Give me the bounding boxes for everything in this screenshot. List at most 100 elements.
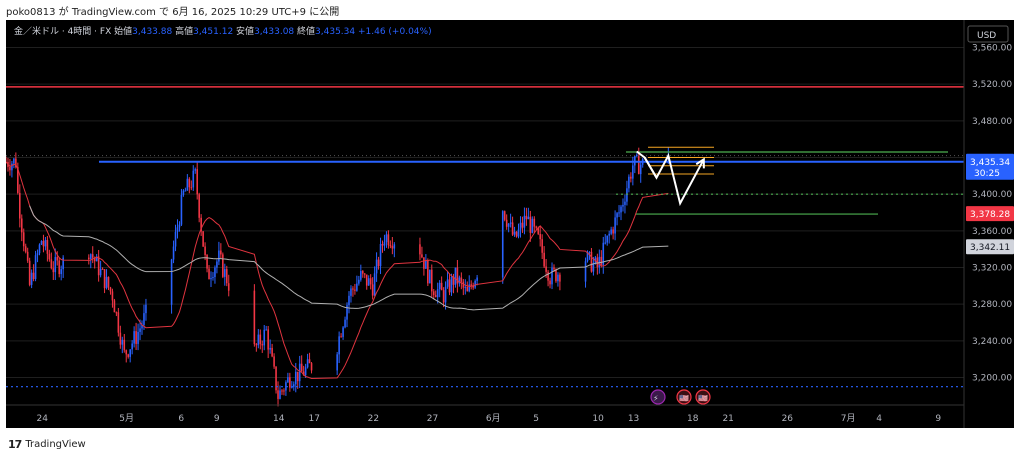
candle-body [210, 278, 212, 280]
candle-body [115, 312, 118, 314]
candle-body [285, 382, 287, 391]
candle-body [381, 244, 384, 246]
candle-body [375, 259, 378, 274]
projection-start [636, 150, 658, 179]
candle-body [302, 371, 305, 376]
candle-body [626, 188, 628, 202]
x-tick-label: 17 [309, 414, 320, 424]
candle-body [468, 284, 471, 292]
candle-body [336, 354, 338, 371]
candle-body [624, 201, 626, 205]
candle-body [22, 232, 25, 247]
current-price-tag-countdown: 30:25 [974, 169, 1000, 179]
candle-body [454, 267, 457, 285]
candle-body [513, 231, 516, 235]
candle-body [545, 266, 547, 272]
candle-body [139, 328, 141, 332]
candle-body [40, 241, 43, 245]
candle-body [427, 260, 429, 284]
candle-body [356, 283, 358, 291]
candle-body [632, 165, 634, 179]
candle-body [198, 194, 200, 218]
candle-body [515, 231, 518, 237]
candle-body [145, 304, 147, 314]
candle-body [131, 343, 133, 350]
event-icon: 🇺🇸 [698, 394, 708, 403]
candle-body [423, 257, 425, 269]
candle-body [54, 257, 57, 273]
candle-body [300, 363, 303, 372]
candle-body [537, 227, 540, 234]
y-tick-label: 3,520.00 [972, 80, 1012, 90]
legend-part: 安値 [236, 25, 254, 37]
candle-body [450, 276, 453, 293]
candle-body [425, 260, 427, 269]
legend-part: 3,433.08 [254, 27, 297, 37]
candle-body [442, 290, 445, 303]
candle-body [202, 231, 204, 247]
candle-body [17, 167, 19, 193]
candle-body [379, 244, 382, 267]
currency-label: USD [977, 31, 996, 41]
candle-body [304, 367, 307, 376]
candle-body [200, 217, 202, 232]
candle-body [127, 354, 130, 357]
x-tick-label: 5 [533, 414, 539, 424]
candle-body [557, 274, 559, 282]
candle-body [206, 254, 208, 269]
candle-body [529, 216, 532, 233]
legend-part: 始値 [114, 25, 132, 37]
candle-body [13, 158, 15, 164]
current-price-tag-bg [966, 153, 1014, 180]
candle-body [430, 269, 433, 292]
legend-part: +1.46 (+0.04%) [358, 27, 432, 37]
candle-body [15, 158, 17, 168]
candle-body [56, 257, 59, 261]
candle-body [172, 246, 175, 260]
candle-body [365, 274, 368, 286]
x-tick-label: 22 [368, 414, 379, 424]
price-chart[interactable]: ⚡ 🇺🇸 🇺🇸 USD 3,200.00 3,240.00 3,280.00 3,320.00… [6, 20, 1014, 428]
candle-body [421, 254, 423, 258]
candle-body [346, 305, 348, 320]
candle-body [432, 291, 435, 296]
candle-body [170, 259, 173, 305]
candle-body [277, 390, 279, 399]
candle-body [519, 222, 522, 230]
candle-body [121, 339, 124, 345]
legend-part: 3,435.34 [315, 27, 358, 37]
candle-body [438, 282, 441, 290]
candle-body [117, 312, 120, 333]
candle-body [261, 344, 264, 346]
x-tick-label: 7月 [841, 413, 856, 424]
candle-body [616, 213, 618, 218]
candle-body [95, 256, 98, 262]
candle-body [387, 234, 390, 246]
candle-body [62, 257, 64, 270]
y-tick-label: 3,400.00 [972, 190, 1012, 200]
candle-body [539, 233, 541, 240]
candle-body [383, 242, 386, 246]
candle-body [180, 194, 183, 225]
candle-body [227, 283, 230, 291]
candle-body [559, 274, 561, 282]
publish-caption: poko0813 が TradingView.com で 6月 16, 2025… [6, 7, 340, 18]
candle-body [340, 336, 342, 338]
candle-body [30, 272, 33, 285]
chart-area[interactable]: ⚡ 🇺🇸 🇺🇸 USD 3,200.00 3,240.00 3,280.00 3,320.00… [6, 20, 1014, 428]
candle-body [308, 359, 311, 364]
ohlc-legend: 金／米ドル · 4時間 · FX 始値3,433.88 高値3,451.12 安… [14, 25, 432, 37]
candle-body [113, 300, 116, 313]
candle-body [196, 169, 199, 195]
candle-body [470, 284, 473, 286]
candle-body [111, 291, 114, 301]
candle-body [283, 390, 285, 392]
candle-body [371, 284, 374, 296]
candle-body [192, 170, 195, 188]
candle-body [360, 271, 362, 280]
candle-body [338, 336, 340, 355]
candle-body [271, 347, 273, 357]
candle-body [125, 350, 128, 355]
candle-body [38, 244, 41, 254]
y-tick-label: 3,560.00 [972, 44, 1012, 54]
